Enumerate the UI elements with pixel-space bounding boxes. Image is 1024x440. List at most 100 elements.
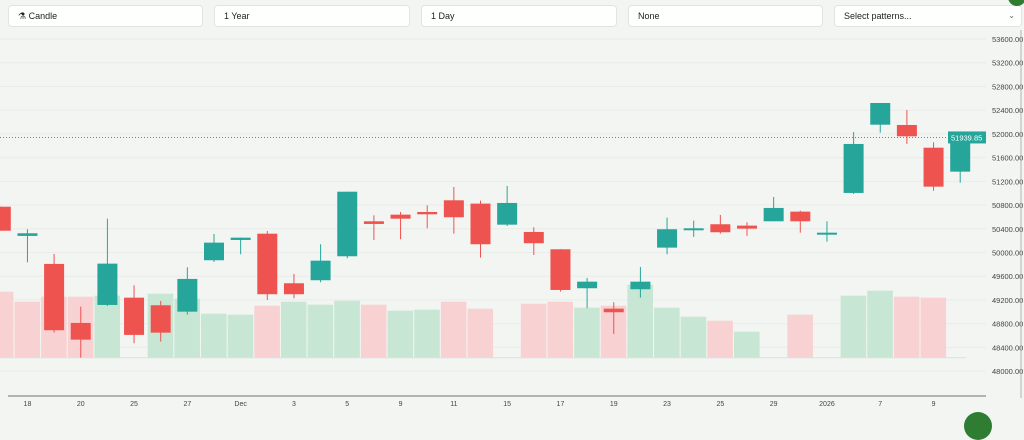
y-tick-label: 50000.00 xyxy=(992,248,1023,257)
chart-type-select[interactable]: ⚗ Candle xyxy=(8,5,203,27)
candle-body xyxy=(390,214,411,219)
volume-bar xyxy=(734,331,760,358)
candle-body xyxy=(363,221,384,224)
candle-body xyxy=(523,231,544,244)
candle-body xyxy=(630,281,651,290)
x-tick-label: Dec xyxy=(234,401,247,408)
candle-body xyxy=(870,102,891,125)
candle-body xyxy=(950,137,971,172)
patterns-placeholder: Select patterns... xyxy=(844,11,912,21)
volume-bar xyxy=(0,291,14,358)
range-select[interactable]: 1 Year xyxy=(214,5,410,27)
x-tick-label: 5 xyxy=(345,401,349,408)
volume-bar xyxy=(94,295,120,358)
x-tick-label: 23 xyxy=(663,401,671,408)
candle-body xyxy=(283,283,304,295)
volume-bar xyxy=(467,308,494,358)
x-tick-label: 27 xyxy=(183,401,191,408)
x-tick-label: 15 xyxy=(503,401,511,408)
x-tick-label: 11 xyxy=(450,401,457,408)
volume-bar xyxy=(201,313,227,358)
candle xyxy=(816,221,837,242)
x-tick-label: 17 xyxy=(557,401,565,408)
candle-body xyxy=(470,203,491,245)
y-tick-label: 48800.00 xyxy=(992,320,1023,329)
x-tick-label: 9 xyxy=(932,401,936,408)
candle xyxy=(17,229,38,263)
candle-body xyxy=(896,124,917,137)
candlestick-icon: ⚗ xyxy=(18,11,27,21)
y-tick-label: 53600.00 xyxy=(992,35,1023,44)
candle-body xyxy=(577,281,598,289)
volume-bar xyxy=(547,301,574,358)
candle xyxy=(337,191,358,259)
candle-body xyxy=(550,249,571,290)
candle xyxy=(550,249,571,292)
candle-body xyxy=(124,297,145,335)
volume-bar xyxy=(520,303,547,358)
candle xyxy=(390,211,411,240)
chat-button[interactable] xyxy=(964,412,992,440)
candle xyxy=(230,237,251,255)
floating-action-button[interactable] xyxy=(1008,0,1024,6)
candle-body xyxy=(97,263,118,305)
candle xyxy=(523,227,544,255)
y-axis-background xyxy=(987,30,1024,398)
candle-body xyxy=(17,233,38,236)
last-price-badge xyxy=(948,131,986,144)
candle xyxy=(177,267,198,315)
candle xyxy=(710,214,731,234)
candle-body xyxy=(204,242,224,261)
candle xyxy=(124,285,145,344)
volume-bar xyxy=(387,310,414,358)
candle xyxy=(577,277,598,309)
y-tick-label: 48400.00 xyxy=(992,343,1023,352)
candle xyxy=(683,220,704,237)
candle xyxy=(70,306,91,358)
candle xyxy=(310,244,331,283)
price-chart[interactable]: 53600.00 53200.00 52800.00 52400.00 52000.00… xyxy=(0,0,1024,420)
candle-body xyxy=(257,233,278,295)
candle-body xyxy=(737,225,757,229)
x-tick-label: 7 xyxy=(878,401,882,408)
volume-bar xyxy=(707,320,733,358)
candle-body xyxy=(603,308,624,313)
volume-bar xyxy=(867,290,893,358)
volume-bar xyxy=(307,304,334,358)
volume-bar xyxy=(840,295,867,358)
candle-body xyxy=(310,260,331,281)
x-tick-label: 25 xyxy=(130,401,138,408)
candle-body xyxy=(70,322,91,340)
y-tick-label: 49200.00 xyxy=(992,296,1023,305)
candle xyxy=(497,185,518,226)
candle-body xyxy=(443,200,464,218)
volume-bar xyxy=(787,314,813,358)
indicator-select[interactable]: None xyxy=(628,5,823,27)
chart-type-label: Candle xyxy=(28,11,58,21)
interval-label: 1 Day xyxy=(431,11,455,21)
y-tick-label: 48000.00 xyxy=(992,367,1023,376)
candle xyxy=(44,253,65,333)
candle xyxy=(657,217,678,255)
candle xyxy=(417,205,438,229)
volume-bar xyxy=(680,316,707,358)
candle-body xyxy=(816,232,837,235)
chevron-down-icon: ⌄ xyxy=(1008,11,1015,20)
candle-body xyxy=(44,263,65,331)
candle xyxy=(923,142,944,191)
candle-body xyxy=(790,211,811,222)
interval-select[interactable]: 1 Day xyxy=(421,5,617,27)
candle-body xyxy=(683,228,704,231)
y-tick-label: 53200.00 xyxy=(992,59,1023,68)
indicator-label: None xyxy=(638,11,660,21)
candle-body xyxy=(923,147,944,187)
candle xyxy=(204,233,224,262)
volume-bar xyxy=(14,301,41,358)
x-tick-label: 25 xyxy=(716,401,724,408)
x-tick-label: 3 xyxy=(292,401,296,408)
y-tick-label: 51600.00 xyxy=(992,154,1023,163)
candle-body xyxy=(710,224,731,233)
patterns-select[interactable]: Select patterns... ⌄ xyxy=(834,5,1022,27)
volume-bar xyxy=(280,301,307,358)
candle-body xyxy=(230,237,251,240)
